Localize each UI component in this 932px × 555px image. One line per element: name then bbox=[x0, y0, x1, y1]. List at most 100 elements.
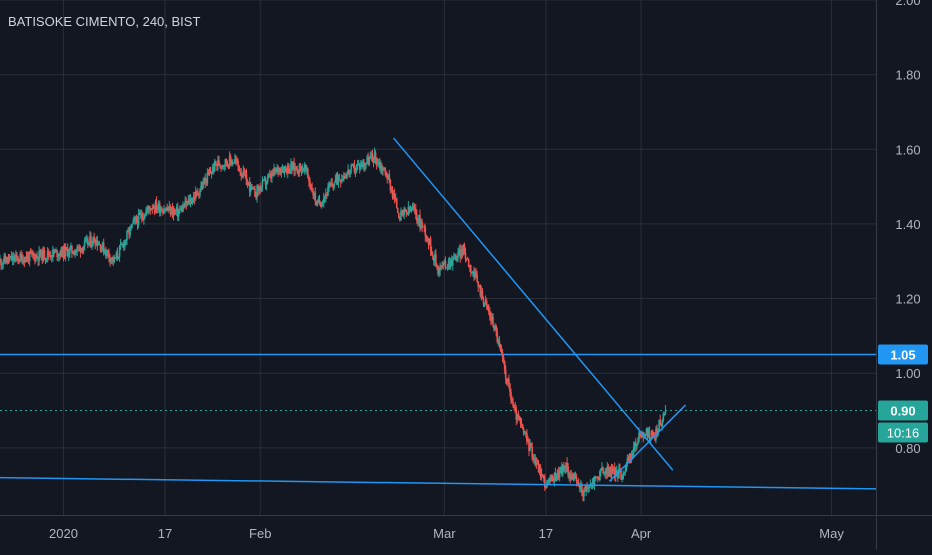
candle-body bbox=[331, 183, 334, 186]
candle-body bbox=[348, 169, 350, 175]
candle-body bbox=[405, 209, 408, 213]
candle-body bbox=[92, 237, 94, 245]
candle-body bbox=[172, 210, 175, 216]
candle-body bbox=[392, 193, 395, 197]
candle-body bbox=[471, 272, 473, 274]
candle-body bbox=[99, 244, 102, 251]
candle-body bbox=[38, 250, 40, 261]
candle-body bbox=[197, 191, 199, 195]
grid bbox=[0, 0, 876, 515]
trendline[interactable] bbox=[392, 137, 674, 471]
candle-body bbox=[90, 236, 92, 247]
candle-body bbox=[220, 165, 222, 168]
candle-body bbox=[195, 191, 198, 193]
candle-body bbox=[184, 201, 186, 208]
candle-body bbox=[289, 170, 291, 174]
candle-body bbox=[276, 167, 278, 170]
candle-body bbox=[298, 164, 301, 173]
candle-body bbox=[49, 255, 52, 258]
candle-body bbox=[442, 262, 445, 267]
candle-body bbox=[462, 244, 465, 255]
candle-body bbox=[537, 462, 540, 473]
candle-body bbox=[571, 474, 574, 480]
candle-body bbox=[318, 199, 321, 204]
candle-body bbox=[541, 474, 544, 477]
candle-body bbox=[169, 206, 172, 215]
candle-body bbox=[654, 437, 656, 440]
candle-body bbox=[371, 154, 374, 158]
candle-body bbox=[293, 162, 295, 171]
candle-body bbox=[47, 250, 50, 256]
candle-body bbox=[262, 179, 265, 181]
candle-body bbox=[240, 172, 243, 176]
candle-body bbox=[381, 165, 383, 172]
candle-body bbox=[142, 217, 144, 220]
candle-body bbox=[439, 265, 441, 271]
candle-body bbox=[70, 245, 72, 249]
candle-body bbox=[532, 457, 535, 460]
candle-body bbox=[238, 165, 240, 172]
candle-body bbox=[316, 200, 319, 206]
candle-body bbox=[481, 290, 484, 299]
candle-body bbox=[326, 193, 328, 196]
candle-body bbox=[237, 160, 239, 166]
candle-body bbox=[379, 162, 381, 169]
candle-body bbox=[483, 302, 486, 305]
candle-body bbox=[633, 442, 636, 447]
candle-body bbox=[136, 221, 139, 225]
candle-body bbox=[583, 490, 585, 497]
candle-body bbox=[94, 242, 97, 245]
candle-body bbox=[361, 164, 363, 168]
candle-body bbox=[155, 201, 158, 210]
candle-body bbox=[106, 250, 108, 256]
candle-body bbox=[65, 247, 68, 249]
candle-body bbox=[508, 378, 510, 384]
candle-body bbox=[19, 253, 21, 262]
candle-body bbox=[340, 179, 343, 183]
candle-body bbox=[457, 251, 459, 258]
candle-body bbox=[596, 477, 599, 479]
candle-body bbox=[631, 453, 634, 456]
trendline[interactable] bbox=[0, 476, 877, 490]
candle-body bbox=[102, 242, 105, 253]
candle-body bbox=[435, 254, 437, 265]
candle-body bbox=[368, 158, 371, 165]
candle-body bbox=[399, 218, 401, 221]
candle-body bbox=[454, 255, 456, 257]
candle-body bbox=[491, 317, 493, 320]
candle-body bbox=[500, 349, 503, 352]
trendline[interactable] bbox=[608, 404, 687, 482]
candle-body bbox=[403, 208, 405, 216]
candle-body bbox=[235, 159, 237, 161]
candle-body bbox=[588, 487, 591, 489]
candle-body bbox=[180, 207, 182, 210]
candle-body bbox=[356, 165, 359, 167]
candle-body bbox=[564, 468, 566, 470]
candle-body bbox=[302, 168, 305, 172]
candle-body bbox=[346, 173, 348, 178]
candle-body bbox=[73, 253, 75, 255]
y-tick-label: 1.80 bbox=[895, 68, 920, 83]
candle-body bbox=[35, 255, 37, 261]
candle-body bbox=[463, 244, 466, 253]
candle-body bbox=[55, 250, 57, 252]
candle-body bbox=[61, 247, 64, 258]
candle-body bbox=[79, 246, 82, 253]
candle-body bbox=[329, 185, 331, 187]
candle-body bbox=[26, 255, 29, 260]
candle-body bbox=[89, 236, 91, 242]
candle-body bbox=[272, 172, 274, 175]
candle-body bbox=[394, 198, 397, 200]
candle-body bbox=[233, 162, 235, 164]
candle-body bbox=[228, 156, 231, 168]
candle-body bbox=[64, 247, 67, 257]
candle-body bbox=[556, 471, 559, 479]
x-tick-label: 17 bbox=[539, 526, 553, 541]
candle-body bbox=[173, 210, 176, 212]
candle-body bbox=[132, 219, 135, 224]
candle-body bbox=[44, 258, 47, 260]
candle-body bbox=[245, 173, 248, 186]
candle-body bbox=[176, 207, 179, 217]
